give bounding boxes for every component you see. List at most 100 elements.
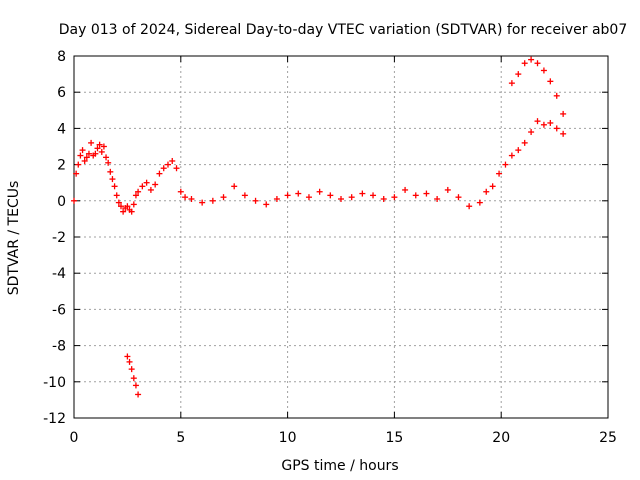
data-point [109,176,116,183]
data-point [75,161,82,168]
data-point [489,183,496,190]
data-point [79,147,86,154]
data-point [348,194,355,201]
data-point [152,181,159,188]
tick-labels: 0 5 10 15 20 25 -12 -10 -8 -6 -4 -2 0 2 4 6 8 [43,49,617,446]
data-point [305,194,312,201]
data-point [126,358,133,365]
data-point [177,188,184,195]
data-point [455,194,462,201]
data-point [139,183,146,190]
data-point [444,186,451,193]
y-tick-label: 2 [57,158,66,174]
data-point [128,208,135,215]
x-tick-label: 20 [492,430,510,446]
x-tick-label: 15 [385,430,403,446]
data-point [117,203,124,210]
data-point [85,150,92,157]
data-point [515,147,522,154]
data-point [412,192,419,199]
data-point [534,118,541,125]
data-point [94,145,101,152]
data-point [231,183,238,190]
data-point [380,195,387,202]
data-point [147,186,154,193]
x-axis-label: GPS time / hours [281,458,398,474]
data-point [92,150,99,157]
data-point [528,129,535,136]
data-point [553,92,560,99]
y-tick-label: -10 [43,375,66,391]
data-point [359,190,366,197]
data-point [316,188,323,195]
data-point [88,139,95,146]
data-point [105,159,112,166]
data-point [241,192,248,199]
data-point [295,190,302,197]
data-point [391,194,398,201]
data-point [528,56,535,63]
data-point [130,201,137,208]
data-point [534,60,541,67]
data-point [160,165,167,172]
data-point [540,67,547,74]
grid [73,55,609,419]
y-tick-label: -8 [52,339,66,355]
y-tick-label: 4 [57,121,66,137]
y-tick-label: -6 [52,302,66,318]
data-point [100,143,107,150]
data-point [466,203,473,210]
x-tick-label: 25 [599,430,617,446]
data-point [98,148,105,155]
data-point [135,188,142,195]
data-point [120,208,127,215]
data-point [132,192,139,199]
data-point [113,192,120,199]
data-point [103,154,110,161]
data-point [111,183,118,190]
data-point [553,125,560,132]
data-point [128,366,135,373]
data-point [220,194,227,201]
y-axis-label: SDTVAR / TECUs [6,181,22,296]
y-tick-label: 0 [57,194,66,210]
data-point [560,110,567,117]
data-point [130,375,137,382]
data-point [164,161,171,168]
data-point [476,199,483,206]
data-point [199,199,206,206]
data-points [71,56,567,398]
data-point [77,152,84,159]
data-point [508,80,515,87]
y-tick-label: 8 [57,49,66,65]
data-point [402,186,409,193]
data-point [515,71,522,78]
data-point [560,130,567,137]
data-point [143,179,150,186]
data-point [83,154,90,161]
data-point [423,190,430,197]
data-point [338,195,344,202]
data-point [173,165,180,172]
y-tick-label: -2 [52,230,66,246]
data-point [547,119,554,126]
data-point [483,188,490,195]
data-point [188,195,195,202]
data-point [370,192,377,199]
data-point [434,195,441,202]
data-point [327,192,334,199]
data-point [115,199,122,206]
data-point [169,157,176,164]
data-point [521,139,528,146]
data-point [71,197,77,204]
data-point [209,197,216,204]
x-tick-label: 0 [70,430,79,446]
data-point [124,353,131,360]
data-point [273,195,280,202]
data-point [107,168,114,175]
data-point [521,60,528,67]
chart-title: Day 013 of 2024, Sidereal Day-to-day VTE… [59,22,628,38]
data-point [547,78,554,85]
data-point [252,197,259,204]
